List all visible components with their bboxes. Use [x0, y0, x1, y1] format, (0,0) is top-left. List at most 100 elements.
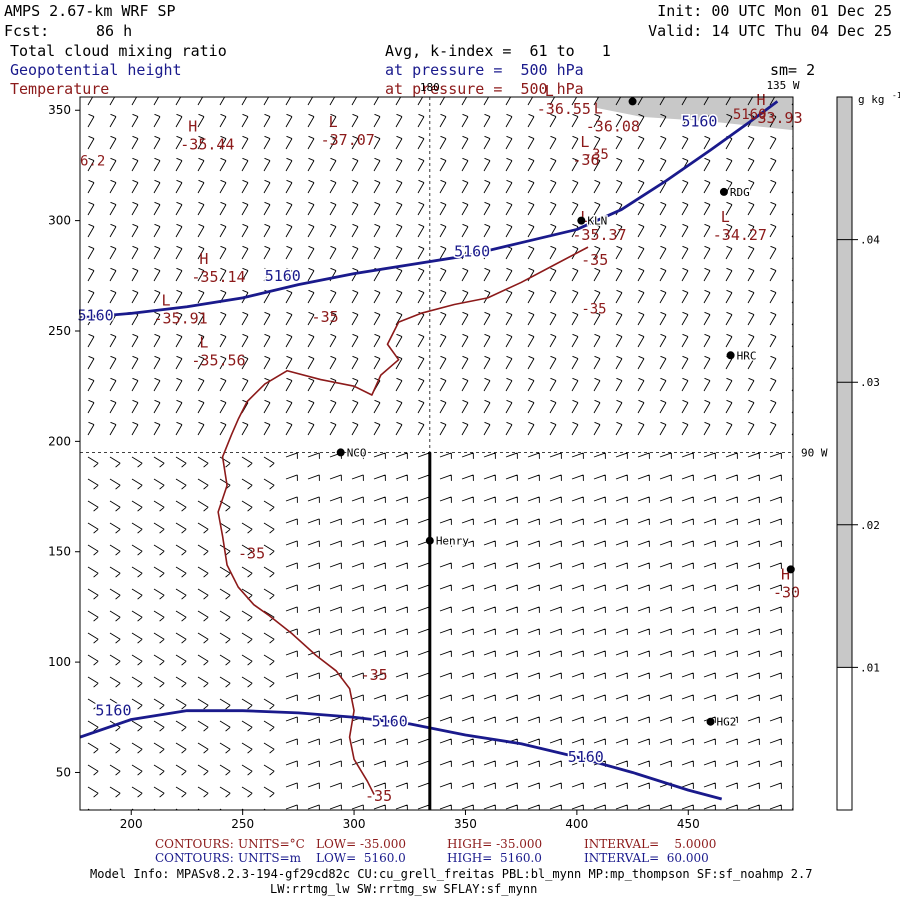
station-label: HRC — [737, 349, 757, 362]
extrema-symbol: L — [162, 292, 171, 310]
height-contour-label: 5160 — [681, 112, 717, 130]
temp-contour-label: CONTOURS: — [155, 837, 234, 851]
meridian-label: 180 — [420, 81, 440, 94]
valid-time: Valid: 14 UTC Thu 04 Dec 25 — [648, 22, 892, 40]
station-marker — [577, 216, 586, 225]
temperature-contour-label: -35 — [312, 308, 339, 326]
contour-fragment-label: 6.2 — [80, 153, 105, 169]
extrema-symbol: H — [781, 565, 790, 583]
colorbar-tick-label: .03 — [860, 376, 880, 389]
station-marker — [706, 717, 715, 726]
colorbar-unit-exponent: -1 — [892, 91, 900, 100]
extrema-value: -34.27 — [713, 226, 767, 244]
extrema-value: -35.91 — [154, 310, 208, 328]
extrema-symbol: L — [580, 208, 589, 226]
station-label: KLN — [587, 215, 607, 228]
axes: 200 250 300 350 400 450 50 100 150 200 250 300 350 — [48, 103, 700, 831]
height-contour-label: CONTOURS: — [155, 851, 234, 865]
height-contour-units: UNITS=m — [238, 851, 302, 865]
field-temp-title: Temperature — [10, 80, 110, 98]
extrema-value: -35.56 — [191, 352, 245, 370]
temp-contour-low: LOW= -35.000 — [316, 837, 407, 851]
extrema-value: -36.08 — [586, 118, 640, 136]
wind-barbs — [87, 97, 793, 810]
y-tick-label: 350 — [48, 103, 71, 117]
height-contours — [80, 100, 779, 801]
extrema-symbol: L — [329, 113, 338, 131]
station-label: RDG — [730, 186, 750, 199]
station-marker — [786, 565, 795, 574]
temperature-contour — [217, 246, 589, 795]
height-contour — [80, 709, 723, 801]
extrema-value: -35.37 — [572, 226, 626, 244]
temperature-contour-label: -35 — [361, 666, 388, 684]
y-tick-label: 100 — [48, 655, 71, 669]
y-tick-label: 250 — [48, 324, 71, 338]
temp-contour-interval: INTERVAL= 5.0000 — [584, 837, 717, 851]
height-contour-high: HIGH= 5160.0 — [447, 851, 542, 865]
contour-fragment-label: 5160 — [733, 107, 767, 123]
x-tick-label: 400 — [565, 817, 588, 831]
extrema-symbol: L — [721, 208, 730, 226]
init-time: Init: 00 UTC Mon 01 Dec 25 — [657, 2, 892, 20]
height-contour-label: 5160 — [372, 713, 408, 731]
meridian-label: 90 W — [801, 446, 828, 459]
y-tick-label: 200 — [48, 434, 71, 448]
height-contour-label: 5160 — [78, 307, 114, 325]
field-temp-level: at pressure = 500 hPa — [385, 80, 584, 98]
forecast-hours: 86 h — [96, 22, 133, 40]
height-contour-interval: INTERVAL= 60.000 — [584, 851, 709, 865]
x-tick-label: 350 — [454, 817, 477, 831]
y-tick-label: 150 — [48, 545, 71, 559]
extrema-value: -30 — [773, 583, 800, 601]
extrema-value: -36.55 — [537, 100, 591, 118]
field-height-level: at pressure = 500 hPa — [385, 61, 584, 79]
extrema-symbol: L — [594, 100, 603, 118]
smoothing-label: sm= 2 — [770, 61, 816, 79]
height-contour-label: 5160 — [568, 748, 604, 766]
temperature-contour-label: -35 — [238, 544, 265, 562]
extrema-value: -37.07 — [321, 131, 375, 149]
colorbar: .01 .02 .03 .04 g kg -1 — [836, 91, 900, 811]
extrema-value: -33.93 — [748, 109, 802, 127]
extrema-value: -35.44 — [180, 135, 234, 153]
station-marker — [425, 536, 434, 545]
y-tick-label: 300 — [48, 214, 71, 228]
extrema-symbol: H — [188, 117, 197, 135]
extrema-symbol: H — [756, 91, 765, 109]
colorbar-tick-label: .02 — [860, 519, 880, 532]
height-contour-low: LOW= 5160.0 — [316, 851, 406, 865]
colorbar-tick-label: .04 — [860, 234, 880, 247]
cloud-patch — [596, 97, 793, 131]
extrema-symbol: L — [580, 133, 589, 151]
field-height-title: Geopotential height — [10, 61, 182, 79]
extrema-value: -35.14 — [191, 268, 245, 286]
wind-barb-field — [87, 97, 793, 810]
station-label: HG2 — [717, 716, 737, 729]
temperature-contours — [217, 246, 589, 795]
colorbar-frame — [836, 96, 853, 811]
contour-fragment-label: -35 — [581, 301, 606, 317]
colorbar-unit: g kg — [858, 93, 885, 106]
meridian-label: 135 W — [766, 79, 799, 92]
field-cloud-title: Total cloud mixing ratio — [10, 42, 227, 60]
forecast-label: Fcst: — [4, 22, 50, 40]
cloud-shading — [596, 97, 793, 131]
height-contour-label: 5160 — [95, 702, 131, 720]
height-contour — [80, 100, 779, 320]
extrema-symbol: L — [199, 334, 208, 352]
y-tick-label: 50 — [56, 765, 71, 779]
plot-frame — [79, 96, 794, 811]
stations: NCO Henry KLN RDG HRC HG2 — [336, 97, 795, 730]
temp-contour-high: HIGH= -35.000 — [447, 837, 543, 851]
model-info: Model Info: MPASv8.2.3-194-gf29cd82c CU:… — [90, 867, 813, 881]
colorbar-tick-label: .01 — [860, 661, 880, 674]
temp-contour-units: UNITS=°C — [238, 837, 305, 851]
contour-fragment-label: -35 — [584, 147, 609, 163]
x-tick-label: 250 — [231, 817, 254, 831]
temperature-contour-label: -35 — [365, 787, 392, 805]
x-tick-label: 300 — [343, 817, 366, 831]
field-cloud-avg: Avg, k-index = 61 to 1 — [385, 42, 611, 60]
station-marker — [628, 97, 637, 106]
